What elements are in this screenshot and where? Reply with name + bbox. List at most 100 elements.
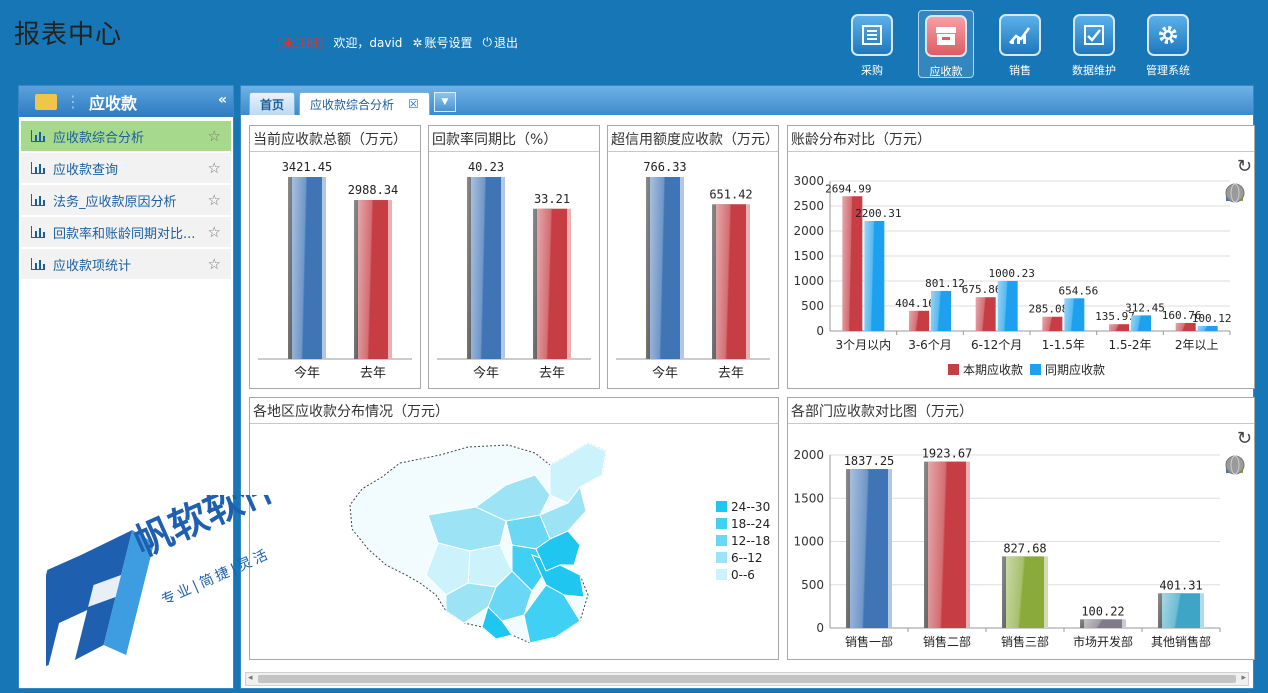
gear-icon bbox=[1147, 14, 1189, 56]
panel-aging-comparison: 账龄分布对比（万元） ↻ 0 500 1000 1500 2000 2500 3000 3个月… bbox=[787, 125, 1255, 389]
nav-purchase[interactable]: 采购 bbox=[844, 10, 900, 78]
bar-chart-icon bbox=[31, 130, 45, 142]
sidebar-item-label: 应收款综合分析 bbox=[53, 130, 145, 146]
account-settings-link[interactable]: ✲ 账号设置 bbox=[412, 34, 472, 51]
top-nav: 采购 应收款 销售 数据维护 管理系统 bbox=[844, 10, 1196, 78]
legend-label: 24--30 bbox=[731, 500, 770, 514]
category-label: 销售三部 bbox=[1001, 634, 1049, 649]
refresh-icon[interactable]: ↻ bbox=[1236, 428, 1252, 449]
bar-prior bbox=[997, 280, 1018, 331]
sidebar-item-statistics[interactable]: 应收款项统计 ☆ bbox=[21, 249, 231, 279]
data-label: 1837.25 bbox=[844, 454, 895, 468]
sidebar-item-legal-analysis[interactable]: 法务_应收款原因分析 ☆ bbox=[21, 185, 231, 215]
sidebar-header: ⋮ 应收款 « bbox=[19, 86, 233, 117]
data-label: 651.42 bbox=[709, 187, 752, 201]
star-icon[interactable]: ☆ bbox=[207, 159, 221, 177]
star-icon[interactable]: ☆ bbox=[207, 223, 221, 241]
star-icon[interactable]: ☆ bbox=[207, 255, 221, 273]
bar-current bbox=[842, 196, 863, 331]
nav-data-maintenance[interactable]: 数据维护 bbox=[1066, 10, 1122, 78]
legend-label: 18--24 bbox=[731, 517, 770, 531]
nav-sales-label: 销售 bbox=[1009, 64, 1031, 77]
bar-chart-icon bbox=[31, 194, 45, 206]
scrollbar-thumb[interactable] bbox=[258, 675, 1236, 683]
data-label: 2694.99 bbox=[825, 182, 871, 195]
province-region bbox=[523, 584, 581, 644]
tab-comprehensive-analysis[interactable]: 应收款综合分析 ☒ bbox=[299, 92, 430, 115]
list-icon bbox=[851, 14, 893, 56]
category-label: 今年 bbox=[294, 365, 320, 381]
department-comparison-chart: 0 500 1000 1500 2000 销售一部 销售二部 销售三部 市场开发部 其他销售部 18… bbox=[793, 447, 1221, 649]
collapse-button[interactable]: « bbox=[217, 92, 227, 108]
category-label: 去年 bbox=[539, 366, 565, 381]
data-label: 827.68 bbox=[1003, 541, 1046, 555]
y-tick-label: 1500 bbox=[793, 249, 824, 263]
bar-chart-icon bbox=[31, 226, 45, 238]
tab-dropdown-button[interactable]: ▼ bbox=[433, 92, 456, 112]
close-tab-icon[interactable]: ☒ bbox=[408, 97, 419, 111]
bar bbox=[1006, 556, 1044, 628]
china-map: 24--30 18--24 12--18 6--12 0--6 bbox=[349, 442, 770, 644]
folder-icon bbox=[35, 93, 57, 110]
bar bbox=[650, 177, 680, 359]
y-tick-label: 2000 bbox=[793, 448, 824, 462]
bar-current bbox=[1109, 324, 1129, 331]
scroll-right-icon[interactable]: ▸ bbox=[1241, 673, 1246, 683]
data-label: 33.21 bbox=[534, 192, 570, 206]
panel-title: 当前应收款总额（万元） bbox=[250, 126, 420, 152]
bar bbox=[358, 200, 388, 359]
province-region bbox=[535, 530, 581, 572]
nav-receivables[interactable]: 应收款 bbox=[918, 10, 974, 78]
sidebar-item-comprehensive-analysis[interactable]: 应收款综合分析 ☆ bbox=[21, 121, 231, 151]
bar bbox=[1084, 619, 1122, 628]
data-label: 1000.23 bbox=[988, 267, 1034, 280]
collection-rate-chart: 40.23 今年 33.21 去年 bbox=[437, 160, 591, 381]
scroll-left-icon[interactable]: ◂ bbox=[248, 673, 253, 683]
category-label: 去年 bbox=[360, 366, 386, 381]
legend-label: 12--18 bbox=[731, 534, 770, 548]
legend-swatch bbox=[948, 364, 959, 375]
bar-prior bbox=[864, 220, 885, 331]
sidebar-item-label: 应收款项统计 bbox=[53, 258, 132, 274]
bar-chart-icon bbox=[31, 162, 45, 174]
data-label: 401.31 bbox=[1159, 578, 1202, 592]
legend-label: 同期应收款 bbox=[1045, 362, 1105, 377]
chart-toolbar: ↻ bbox=[1225, 156, 1252, 203]
category-label: 1.5-2年 bbox=[1108, 338, 1151, 352]
unregistered-link[interactable]: [未注册] bbox=[278, 36, 324, 50]
star-icon[interactable]: ☆ bbox=[207, 191, 221, 209]
category-label: 2年以上 bbox=[1175, 338, 1219, 352]
panel-title: 账龄分布对比（万元） bbox=[788, 126, 1254, 152]
logout-label: 退出 bbox=[493, 36, 518, 50]
panel-regional-distribution: 各地区应收款分布情况（万元） 24--30 18--24 12--18 6--12 0-… bbox=[249, 397, 779, 660]
refresh-icon[interactable]: ↻ bbox=[1236, 156, 1252, 177]
panel-title: 回款率同期比（%） bbox=[429, 126, 599, 152]
star-icon[interactable]: ☆ bbox=[207, 127, 221, 145]
legend-label: 6--12 bbox=[731, 551, 763, 565]
nav-admin-label: 管理系统 bbox=[1146, 64, 1190, 77]
bar bbox=[292, 177, 322, 359]
y-tick-label: 1500 bbox=[793, 491, 824, 505]
sidebar-item-query[interactable]: 应收款查询 ☆ bbox=[21, 153, 231, 183]
horizontal-scrollbar[interactable]: ◂ ▸ bbox=[245, 672, 1249, 686]
legend-swatch bbox=[1030, 364, 1041, 375]
data-label: 285.08 bbox=[1028, 303, 1068, 316]
sidebar-item-collection-aging-comparison[interactable]: 回款率和账龄同期对比... ☆ bbox=[21, 217, 231, 247]
nav-admin[interactable]: 管理系统 bbox=[1140, 10, 1196, 78]
inbox-icon bbox=[925, 15, 967, 57]
welcome-text: 欢迎，david bbox=[333, 36, 403, 50]
data-label: 40.23 bbox=[468, 160, 504, 174]
panel-total-receivables: 当前应收款总额（万元） 3421.45 今年 2988.34 去年 bbox=[249, 125, 421, 389]
legend-label: 本期应收款 bbox=[963, 362, 1023, 377]
over-credit-chart: 766.33 今年 651.42 去年 bbox=[616, 160, 770, 381]
y-tick-label: 500 bbox=[801, 578, 824, 592]
total-receivables-chart: 3421.45 今年 2988.34 去年 bbox=[258, 160, 412, 381]
nav-sales[interactable]: 销售 bbox=[992, 10, 1048, 78]
category-label: 1-1.5年 bbox=[1042, 338, 1085, 352]
legend-label: 0--6 bbox=[731, 568, 755, 582]
bar-prior bbox=[931, 290, 951, 331]
chart-toolbar: ↻ bbox=[1225, 428, 1252, 475]
tab-home[interactable]: 首页 bbox=[249, 92, 296, 115]
logout-link[interactable]: ⏻ 退出 bbox=[482, 34, 518, 51]
panel-department-comparison: 各部门应收款对比图（万元） ↻ 0 500 1000 1500 2000 销售一部 销售二部… bbox=[787, 397, 1255, 660]
